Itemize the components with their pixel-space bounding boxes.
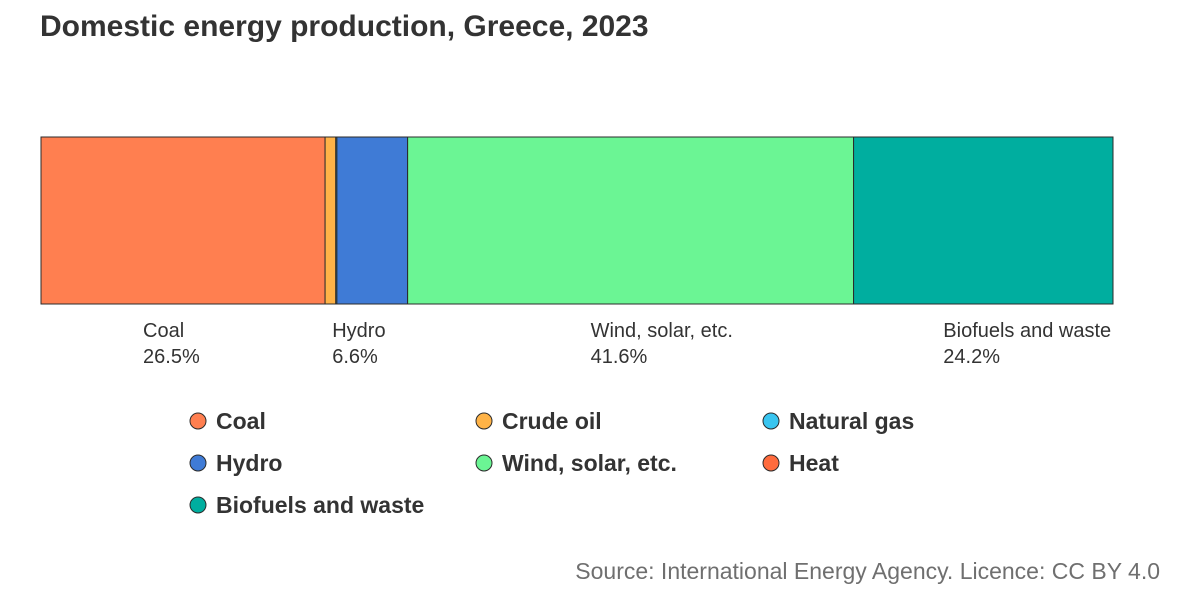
- legend-label-coal: Coal: [216, 408, 266, 434]
- legend-label-natural-gas: Natural gas: [789, 408, 914, 434]
- legend-label-biofuels-and-waste: Biofuels and waste: [216, 492, 424, 518]
- segment-value-wind-solar-etc: 41.6%: [591, 346, 648, 368]
- legend: Coal Crude oil Natural gas Hydro Wind, solar…: [189, 408, 914, 518]
- bar-segment-hydro: [336, 136, 409, 305]
- segment-value-coal: 26.5%: [143, 346, 200, 368]
- legend-marker-biofuels-and-waste: [189, 496, 207, 514]
- source-note: Source: International Energy Agency. Lic…: [575, 558, 1160, 584]
- legend-marker-wind-solar-etc: [475, 454, 493, 472]
- legend-marker-hydro: [189, 454, 207, 472]
- bar-segment-coal: [40, 136, 326, 305]
- bar-segment-biofuels-and-waste: [853, 136, 1114, 305]
- legend-label-wind-solar-etc: Wind, solar, etc.: [502, 450, 677, 476]
- legend-marker-heat: [762, 454, 780, 472]
- segment-labels: Coal 26.5% Hydro 6.6% Wind, solar, etc. 41.6%…: [143, 320, 1111, 368]
- segment-label-wind-solar-etc: Wind, solar, etc.: [591, 320, 733, 342]
- bar-segments: [40, 136, 1114, 305]
- segment-value-hydro: 6.6%: [332, 346, 378, 368]
- segment-label-hydro: Hydro: [332, 320, 385, 342]
- bar-segment-crude-oil: [324, 136, 337, 305]
- legend-label-crude-oil: Crude oil: [502, 408, 602, 434]
- chart-title: Domestic energy production, Greece, 2023: [40, 10, 649, 43]
- segment-value-biofuels-and-waste: 24.2%: [943, 346, 1000, 368]
- bar-segment-wind-solar-etc: [407, 136, 855, 305]
- legend-label-hydro: Hydro: [216, 450, 282, 476]
- segment-label-biofuels-and-waste: Biofuels and waste: [943, 320, 1111, 342]
- legend-marker-natural-gas: [762, 412, 780, 430]
- segment-label-coal: Coal: [143, 320, 184, 342]
- legend-marker-crude-oil: [475, 412, 493, 430]
- legend-label-heat: Heat: [789, 450, 839, 476]
- legend-marker-coal: [189, 412, 207, 430]
